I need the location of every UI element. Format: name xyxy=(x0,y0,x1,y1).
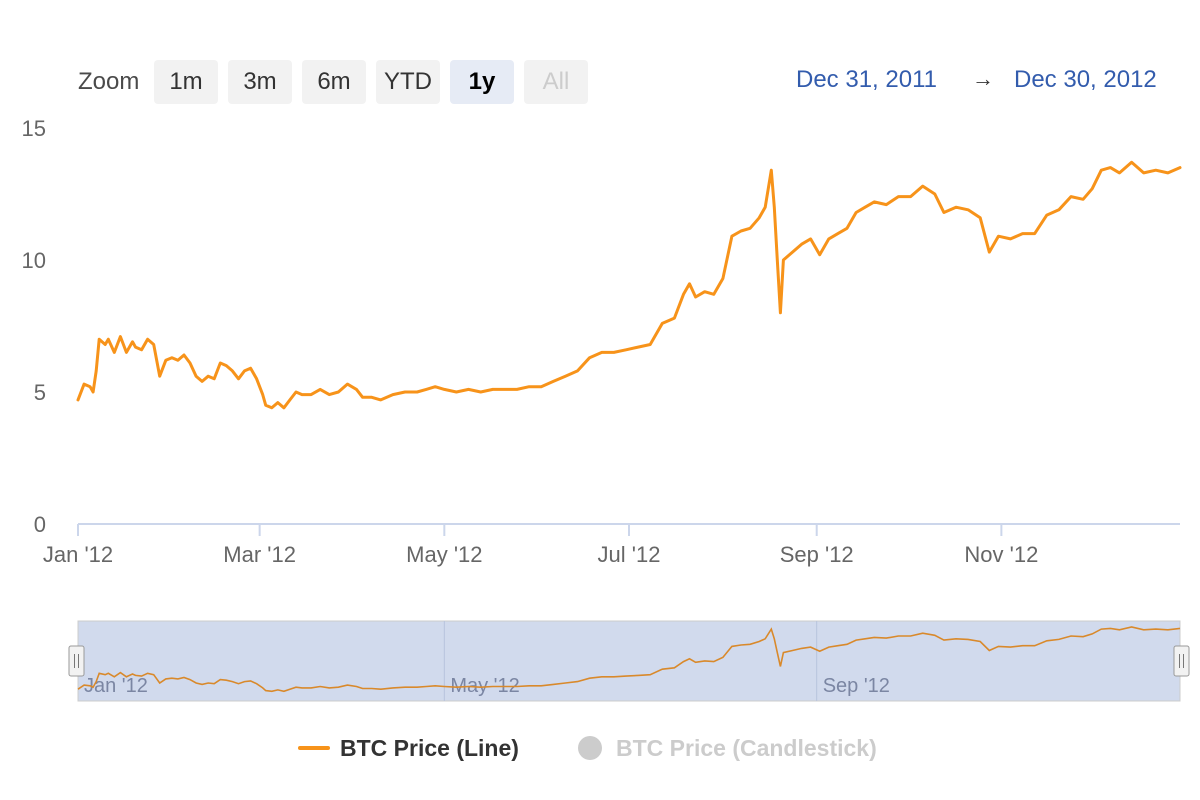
zoom-button-3m[interactable]: 3m xyxy=(228,60,292,104)
legend-line-label: BTC Price (Line) xyxy=(340,734,519,761)
legend-line-symbol xyxy=(298,746,330,750)
navigator-selection-mask[interactable] xyxy=(77,620,1181,702)
zoom-button-6m[interactable]: 6m xyxy=(302,60,366,104)
legend-item-candlestick[interactable]: BTC Price (Candlestick) xyxy=(578,733,877,763)
navigator-tick-label: Sep '12 xyxy=(823,675,890,697)
price-chart: 0 5 10 15 Jan '12 Mar '12 May '12 Jul '12 Sep '… xyxy=(22,116,1190,702)
navigator-tick-label: May '12 xyxy=(450,675,519,697)
series-line-btc-price xyxy=(76,160,1182,410)
y-axis: 0 5 10 15 xyxy=(22,116,46,537)
y-tick-label: 10 xyxy=(22,248,46,273)
legend-candlestick-symbol xyxy=(578,736,602,760)
x-tick-label: Jul '12 xyxy=(598,542,661,567)
legend: BTC Price (Line) BTC Price (Candlestick) xyxy=(0,733,1200,763)
y-tick-label: 0 xyxy=(34,512,46,537)
navigator[interactable]: Jan '12 May '12 Sep '12 xyxy=(68,620,1190,702)
legend-candlestick-label: BTC Price (Candlestick) xyxy=(616,734,877,761)
x-tick-label: Sep '12 xyxy=(780,542,854,567)
range-to-input[interactable]: Dec 30, 2012 xyxy=(1014,66,1157,93)
y-tick-label: 15 xyxy=(22,116,46,141)
zoom-label: Zoom xyxy=(78,68,140,95)
zoom-button-all[interactable]: All xyxy=(524,60,588,104)
range-arrow: → xyxy=(972,66,994,91)
x-tick-label: Jan '12 xyxy=(43,542,113,567)
range-from-input[interactable]: Dec 31, 2011 xyxy=(796,66,937,93)
zoom-button-1y[interactable]: 1y xyxy=(450,60,514,104)
navigator-handle-left[interactable] xyxy=(68,645,85,677)
x-tick-label: Nov '12 xyxy=(964,542,1038,567)
zoom-button-ytd[interactable]: YTD xyxy=(376,60,440,104)
x-tick-label: Mar '12 xyxy=(223,542,296,567)
zoom-button-1m[interactable]: 1m xyxy=(154,60,218,104)
x-axis: Jan '12 Mar '12 May '12 Jul '12 Sep '12 Nov '… xyxy=(43,523,1180,567)
y-tick-label: 5 xyxy=(34,380,46,405)
series-layer xyxy=(76,160,1182,410)
navigator-tick-label: Jan '12 xyxy=(84,675,148,697)
navigator-series-line xyxy=(77,626,1181,693)
legend-item-line[interactable]: BTC Price (Line) xyxy=(298,733,519,763)
navigator-handle-right[interactable] xyxy=(1173,645,1190,677)
x-tick-label: May '12 xyxy=(406,542,482,567)
